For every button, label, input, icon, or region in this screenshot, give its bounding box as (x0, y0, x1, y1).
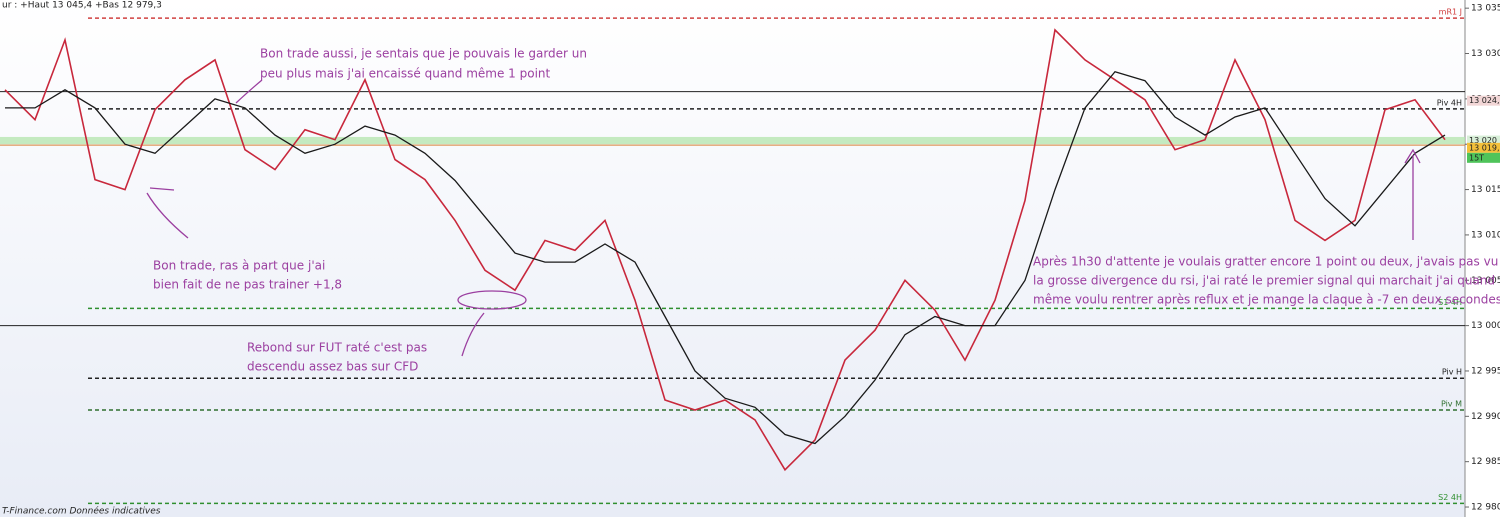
price-tag-label: 15T (1469, 153, 1484, 162)
y-tick-label: 13 030 (1471, 49, 1500, 59)
y-tick-label: 12 985 (1471, 457, 1500, 467)
axis-background (1465, 0, 1500, 517)
y-tick-label: 13 010 (1471, 230, 1500, 240)
y-tick-label: 13 015 (1471, 185, 1500, 195)
level-label: mR1 J (1439, 8, 1462, 17)
annotation: Bon trade aussi, je sentais que je pouva… (260, 47, 587, 61)
y-tick-label: 13 005 (1471, 276, 1500, 286)
level-label: Piv 4H (1437, 98, 1462, 107)
plot-background (0, 0, 1465, 517)
price-line (5, 70, 1446, 445)
y-tick-label: 12 980 (1471, 503, 1500, 513)
chart-layer: 12 980 12 985 12 990 12 995 13 000 13 005 13 0… (0, 4, 1500, 513)
arrow (1404, 148, 1421, 240)
annotation: Rebond sur FUT raté c'est pas (247, 341, 427, 355)
annotation: Bon trade, ras à part que j'ai (153, 259, 325, 273)
arrow (235, 79, 263, 104)
annotation: Après 1h30 d'attente je voulais gratter … (1033, 255, 1498, 269)
level-label: S2 4H (1438, 493, 1462, 502)
price-tag (1467, 142, 1500, 153)
price-line (4, 28, 1446, 472)
level-label: S1 4H (1438, 298, 1462, 307)
price-tag (1467, 135, 1500, 146)
footer: T-Finance.com Données indicatives (2, 506, 161, 517)
y-tick-label: 12 990 (1471, 412, 1500, 422)
y-tick-label: 12 995 (1471, 366, 1500, 376)
price-tag-label: 13 024, (1469, 96, 1500, 105)
price-tag-label: 13 019, (1469, 143, 1500, 152)
annotation: la grosse divergence du rsi, j'ai raté l… (1033, 274, 1495, 288)
arrow (457, 290, 527, 310)
annotation: bien fait de ne pas trainer +1,8 (153, 278, 342, 292)
support-zone (0, 136, 1465, 145)
y-tick-label: 13 035 (1471, 4, 1500, 14)
header: ur : +Haut 13 045,4 +Bas 12 979,3 (2, 1, 162, 11)
level-label: Piv H (1442, 368, 1462, 377)
arrow (146, 187, 189, 239)
annotation-arrows (146, 79, 1421, 357)
annotation: même voulu rentrer après reflux et je ma… (1033, 293, 1500, 307)
price-tag (1467, 95, 1500, 106)
price-tag (1467, 152, 1500, 163)
annotation: peu plus mais j'ai encaissé quand même 1… (260, 67, 551, 81)
level-label: Piv M (1441, 399, 1462, 408)
y-tick-label: 13 000 (1471, 321, 1500, 331)
annotation: descendu assez bas sur CFD (247, 360, 418, 374)
arrow (461, 312, 485, 357)
price-tag-label: 13 020 (1469, 136, 1497, 145)
